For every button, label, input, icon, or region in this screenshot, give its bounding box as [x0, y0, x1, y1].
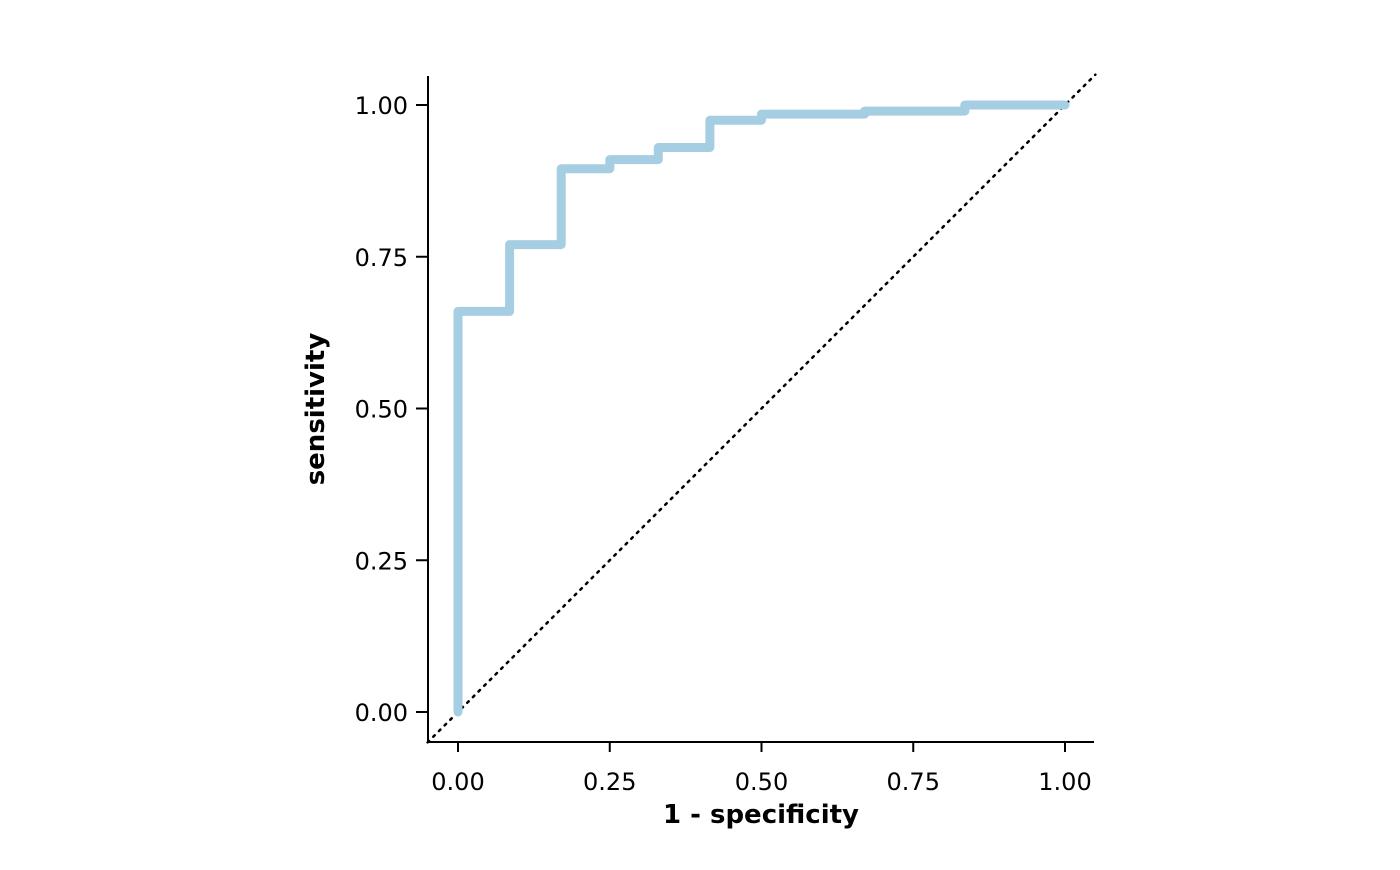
y-tick-label: 0.50 — [355, 396, 408, 424]
data-layer — [426, 73, 1097, 744]
axes-layer: 0.00 0.25 0.50 0.75 1.00 0.00 0.25 0.50 0.75 1.00 — [355, 76, 1094, 796]
x-tick-label: 0.25 — [583, 768, 636, 796]
y-tick-label: 0.25 — [355, 547, 408, 575]
reference-diagonal-line — [426, 73, 1097, 744]
x-tick-label: 0.75 — [887, 768, 940, 796]
x-tick-label: 0.50 — [735, 768, 788, 796]
roc-curve-line — [453, 100, 1070, 717]
y-tick-label: 0.75 — [355, 244, 408, 272]
y-tick-label: 0.00 — [355, 699, 408, 727]
y-tick-label: 1.00 — [355, 92, 408, 120]
y-axis-title: sensitivity — [301, 333, 331, 486]
x-tick-label: 1.00 — [1038, 768, 1091, 796]
x-axis-title: 1 - specificity — [663, 800, 859, 830]
x-tick-label: 0.00 — [431, 768, 484, 796]
